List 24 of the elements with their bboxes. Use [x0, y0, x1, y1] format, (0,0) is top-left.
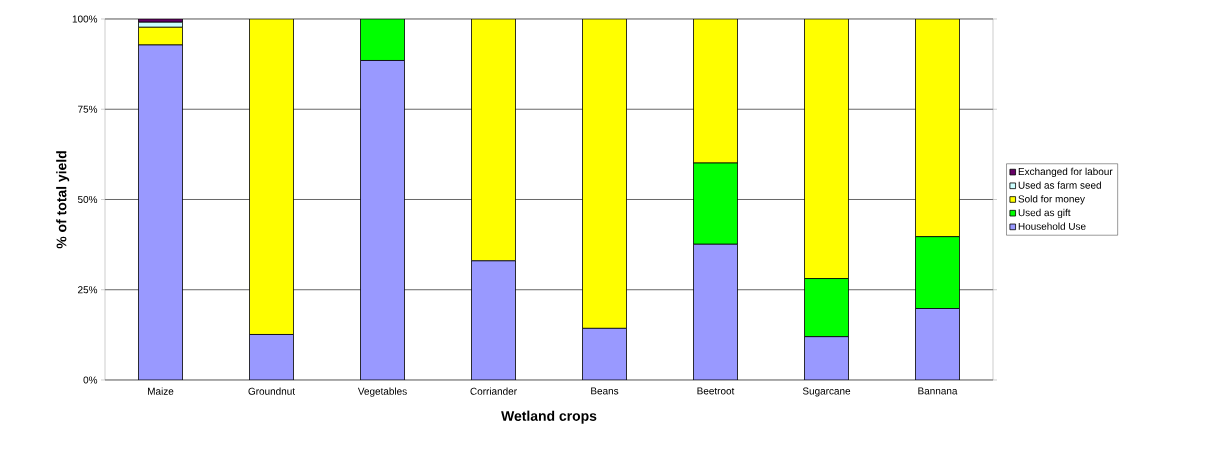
y-tick-label: 50%: [77, 195, 98, 204]
y-axis-title: % of total yield: [56, 151, 70, 249]
x-tick-label: Bannana: [918, 387, 958, 395]
x-tick-label: Groundnut: [248, 387, 295, 395]
y-tick-label: 100%: [72, 15, 98, 23]
x-tick-label: Sugarcane: [802, 387, 851, 397]
y-tick-label: 75%: [78, 105, 98, 113]
x-tick-label: Vegetables: [357, 387, 407, 397]
legend-label: Sold for money: [1018, 195, 1085, 205]
legend-label: Household Use: [1018, 222, 1086, 230]
x-tick-label: Maize: [148, 387, 174, 395]
x-tick-label: Beans: [591, 387, 619, 395]
y-tick-label: 0%: [83, 376, 98, 384]
bar: [804, 278, 849, 338]
bar: [360, 18, 405, 61]
bar: [693, 162, 738, 245]
legend-label: Exchanged for labour: [1018, 167, 1113, 178]
y-tick-label: 25%: [78, 286, 98, 294]
legend-label: Used as farm seed: [1018, 181, 1101, 189]
x-axis-title: Wetland crops: [501, 410, 597, 424]
x-tick-label: Beetroot: [697, 387, 735, 395]
bar: [915, 236, 960, 309]
legend-label: Used as gift: [1018, 208, 1071, 219]
x-tick-label: Corriander: [470, 387, 517, 395]
